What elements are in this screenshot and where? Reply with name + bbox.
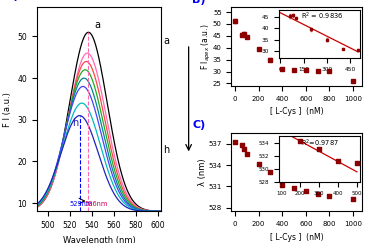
Text: A): A) [5, 0, 19, 1]
Y-axis label: F I$_{apex}$ (a.u.): F I$_{apex}$ (a.u.) [200, 23, 213, 70]
X-axis label: [ L-Cys ]  (nM): [ L-Cys ] (nM) [270, 233, 324, 242]
Point [242, 147, 247, 151]
X-axis label: Wavelength (nm): Wavelength (nm) [63, 236, 135, 243]
Point [268, 170, 273, 174]
Text: 529nm: 529nm [69, 201, 93, 208]
Y-axis label: F I (a.u.): F I (a.u.) [3, 92, 12, 127]
Text: h: h [163, 145, 170, 155]
Point [256, 162, 262, 165]
Point [326, 194, 332, 198]
Text: 536nm: 536nm [85, 201, 108, 208]
Text: C): C) [192, 120, 205, 130]
Y-axis label: λ (nm): λ (nm) [198, 158, 207, 186]
Text: B): B) [192, 0, 206, 5]
Point [291, 186, 297, 190]
Point [244, 152, 250, 156]
Point [232, 140, 238, 144]
X-axis label: [ L-Cys ]  (nM): [ L-Cys ] (nM) [270, 107, 324, 116]
Text: a: a [164, 36, 169, 46]
Text: a: a [94, 20, 100, 30]
Point [279, 183, 285, 187]
Point [303, 190, 309, 193]
Point [315, 192, 321, 196]
Point [350, 197, 356, 201]
Point [239, 143, 245, 147]
Text: h: h [72, 118, 78, 128]
